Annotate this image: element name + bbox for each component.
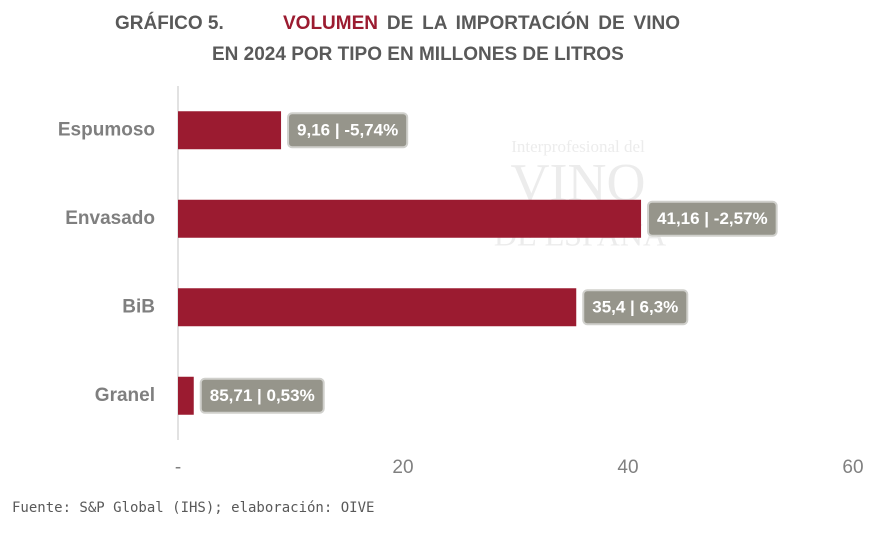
- bar: [178, 288, 577, 327]
- data-label: 9,16 | -5,74%: [297, 121, 398, 140]
- data-label-box: [199, 377, 325, 414]
- watermark: Interprofesional del: [511, 137, 645, 156]
- data-label-box: [287, 112, 409, 149]
- bar: [178, 111, 282, 150]
- x-tick-label: 40: [617, 457, 638, 478]
- bar: [178, 376, 194, 415]
- y-tick-label: BiB: [122, 296, 155, 317]
- x-tick-label: 60: [842, 457, 863, 478]
- x-tick-label: -: [175, 457, 181, 478]
- x-tick-label: 20: [392, 457, 413, 478]
- data-label: 85,71 | 0,53%: [210, 386, 315, 405]
- title-prefix: GRÁFICO 5.: [115, 13, 224, 34]
- data-label: 41,16 | -2,57%: [657, 209, 768, 228]
- title-highlight: VOLUMEN: [283, 13, 378, 34]
- data-label-box: [582, 289, 689, 326]
- source: Fuente: S&P Global (IHS); elaboración: O…: [12, 500, 375, 516]
- y-tick-label: Granel: [95, 385, 155, 406]
- data-label: 35,4 | 6,3%: [592, 298, 678, 317]
- data-label-box: [647, 200, 778, 237]
- y-tick-label: Espumoso: [58, 119, 155, 140]
- y-tick-label: Envasado: [65, 208, 155, 229]
- bar: [178, 199, 642, 238]
- title: VOLUMEN DE LA IMPORTACIÓN DE VINO EN 202…: [212, 8, 680, 70]
- title-rest: DE LA IMPORTACIÓN DE VINO EN 2024 POR TI…: [212, 13, 680, 65]
